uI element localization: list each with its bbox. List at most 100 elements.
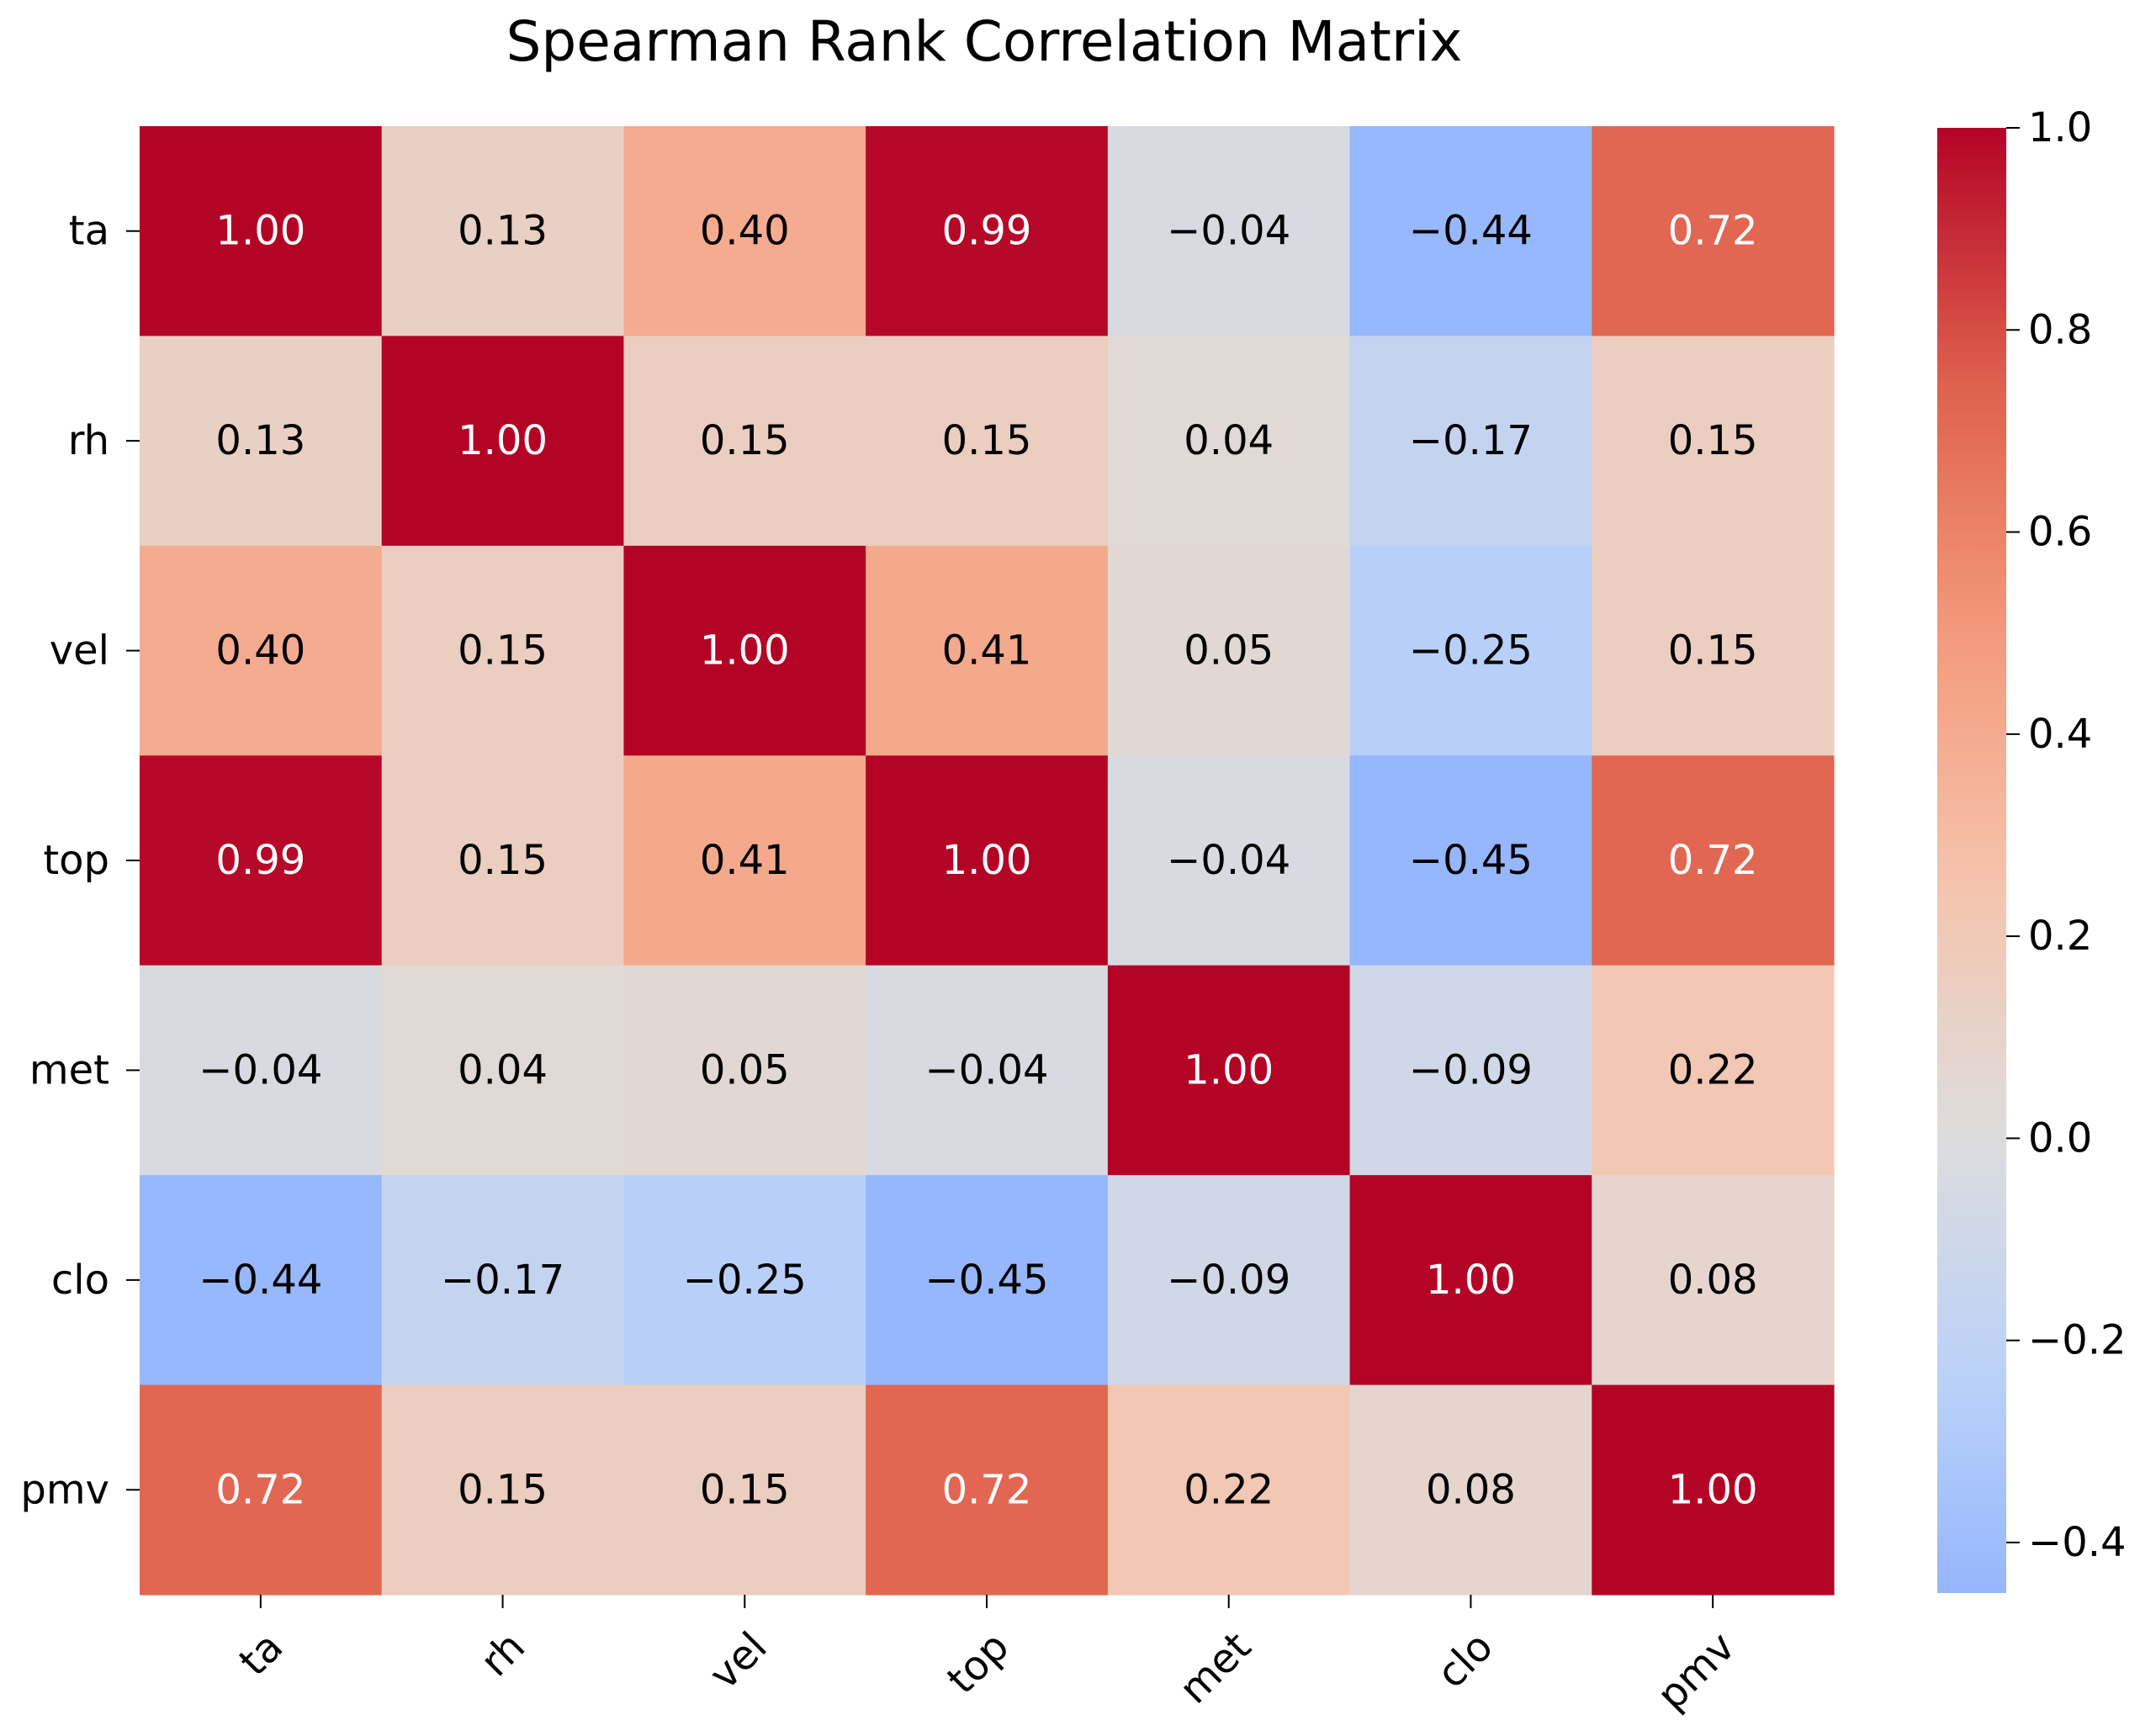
x-axis-label-pmv: pmv: [1648, 1623, 1744, 1719]
x-axis-label-top: top: [938, 1623, 1018, 1703]
y-axis-label-ta: ta: [69, 208, 109, 255]
cell-value-label: 0.99: [215, 837, 305, 884]
heatmap-cell-vel-vel: [623, 545, 866, 756]
heatmap-cell-clo-vel: [623, 1175, 866, 1386]
cell-value-label: 0.15: [458, 1466, 548, 1513]
heatmap-cell-met-clo: [1349, 965, 1592, 1176]
colorbar-tick-label: 0.4: [2028, 711, 2092, 758]
heatmap-cell-pmv-met: [1107, 1384, 1351, 1596]
heatmap-cells: 1.00 0.13 0.40 0.99 −0.04 −0.44 0.72 0.13 1.00 0.…: [140, 126, 1835, 1596]
cell-value-label: 1.00: [215, 208, 305, 255]
y-axis-label-vel: vel: [50, 627, 109, 675]
heatmap-cell-ta-ta: [140, 126, 383, 337]
heatmap-cell-top-met: [1107, 755, 1351, 966]
heatmap-cell-vel-ta: [140, 545, 383, 756]
cell-value-label: 1.00: [700, 627, 790, 675]
cell-value-label: 0.40: [700, 208, 790, 255]
y-axis-label-met: met: [29, 1046, 109, 1093]
cell-value-label: 0.72: [1668, 208, 1758, 255]
cell-value-label: 0.41: [700, 837, 790, 884]
heatmap-cell-clo-ta: [140, 1175, 383, 1386]
x-axis-label-clo: clo: [1428, 1623, 1502, 1697]
cell-value-label: 0.04: [458, 1046, 548, 1093]
cell-value-label: −0.25: [683, 1257, 807, 1304]
colorbar: [1937, 128, 2006, 1593]
cell-value-label: 0.15: [1668, 417, 1758, 464]
heatmap-cell-met-top: [866, 965, 1109, 1176]
cell-value-label: −0.09: [1409, 1046, 1533, 1093]
heatmap-cell-pmv-rh: [381, 1384, 625, 1596]
heatmap-cell-pmv-vel: [623, 1384, 866, 1596]
heatmap-cell-ta-pmv: [1592, 126, 1835, 337]
cell-value-label: 0.15: [1668, 627, 1758, 675]
heatmap-cell-ta-clo: [1349, 126, 1592, 337]
heatmap-cell-met-rh: [381, 965, 625, 1176]
cell-value-label: 0.15: [700, 417, 790, 464]
x-axis-label-rh: rh: [471, 1623, 533, 1686]
cell-value-label: 0.15: [700, 1466, 790, 1513]
heatmap-cell-vel-pmv: [1592, 545, 1835, 756]
heatmap-cell-met-met: [1107, 965, 1351, 1176]
cell-value-label: −0.17: [441, 1257, 564, 1304]
cell-value-label: 1.00: [1668, 1466, 1758, 1513]
heatmap-cell-rh-rh: [381, 336, 625, 547]
heatmap-cell-top-top: [866, 755, 1109, 966]
cell-value-label: 0.13: [458, 208, 548, 255]
colorbar-tick-label: 0.0: [2028, 1114, 2092, 1162]
colorbar-tick-label: −0.2: [2028, 1317, 2127, 1364]
heatmap-cell-met-pmv: [1592, 965, 1835, 1176]
heatmap-cell-pmv-top: [866, 1384, 1109, 1596]
x-axis-label-met: met: [1170, 1623, 1260, 1713]
cell-value-label: −0.04: [1167, 837, 1290, 884]
heatmap-cell-rh-vel: [623, 336, 866, 547]
cell-value-label: 0.72: [1668, 837, 1758, 884]
heatmap-cell-rh-clo: [1349, 336, 1592, 547]
cell-value-label: 0.22: [1184, 1466, 1274, 1513]
heatmap-cell-top-rh: [381, 755, 625, 966]
cell-value-label: 0.08: [1668, 1257, 1758, 1304]
heatmap-cell-vel-met: [1107, 545, 1351, 756]
cell-value-label: −0.44: [199, 1257, 322, 1304]
heatmap-cell-rh-pmv: [1592, 336, 1835, 547]
cell-value-label: 0.22: [1668, 1046, 1758, 1093]
heatmap-cell-pmv-pmv: [1592, 1384, 1835, 1596]
cell-value-label: −0.45: [1409, 837, 1533, 884]
heatmap-cell-clo-pmv: [1592, 1175, 1835, 1386]
colorbar-tick-label: 1.0: [2028, 104, 2092, 151]
cell-value-label: −0.44: [1409, 208, 1533, 255]
cell-value-label: 1.00: [458, 417, 548, 464]
x-axis-label-vel: vel: [701, 1623, 776, 1699]
cell-value-label: −0.17: [1409, 417, 1533, 464]
y-axis-label-rh: rh: [68, 417, 109, 464]
y-axis-tick-labels: ta rh vel top met clo pmv: [20, 208, 140, 1513]
heatmap-cell-rh-top: [866, 336, 1109, 547]
heatmap-cell-ta-rh: [381, 126, 625, 337]
y-axis-label-clo: clo: [51, 1257, 109, 1304]
cell-value-label: −0.04: [199, 1046, 322, 1093]
cell-value-label: 1.00: [1426, 1257, 1516, 1304]
colorbar-tick-label: 0.8: [2028, 306, 2092, 353]
heatmap-cell-top-ta: [140, 755, 383, 966]
cell-value-label: 1.00: [942, 837, 1032, 884]
heatmap-cell-vel-rh: [381, 545, 625, 756]
heatmap-cell-ta-met: [1107, 126, 1351, 337]
cell-value-label: 0.99: [942, 208, 1032, 255]
heatmap-cell-ta-top: [866, 126, 1109, 337]
cell-value-label: −0.25: [1409, 627, 1533, 675]
heatmap-cell-pmv-clo: [1349, 1384, 1592, 1596]
heatmap-cell-top-clo: [1349, 755, 1592, 966]
x-axis-label-ta: ta: [230, 1623, 293, 1686]
cell-value-label: −0.09: [1167, 1257, 1290, 1304]
heatmap-cell-vel-top: [866, 545, 1109, 756]
heatmap-cell-ta-vel: [623, 126, 866, 337]
heatmap-cell-top-vel: [623, 755, 866, 966]
colorbar-tick-label: −0.4: [2028, 1519, 2127, 1566]
y-axis-label-pmv: pmv: [20, 1466, 109, 1513]
colorbar-tick-label: 0.2: [2028, 913, 2092, 960]
heatmap-cell-clo-met: [1107, 1175, 1351, 1386]
heatmap-cell-met-vel: [623, 965, 866, 1176]
heatmap-cell-clo-rh: [381, 1175, 625, 1386]
heatmap-cell-met-ta: [140, 965, 383, 1176]
cell-value-label: 0.41: [942, 627, 1032, 675]
